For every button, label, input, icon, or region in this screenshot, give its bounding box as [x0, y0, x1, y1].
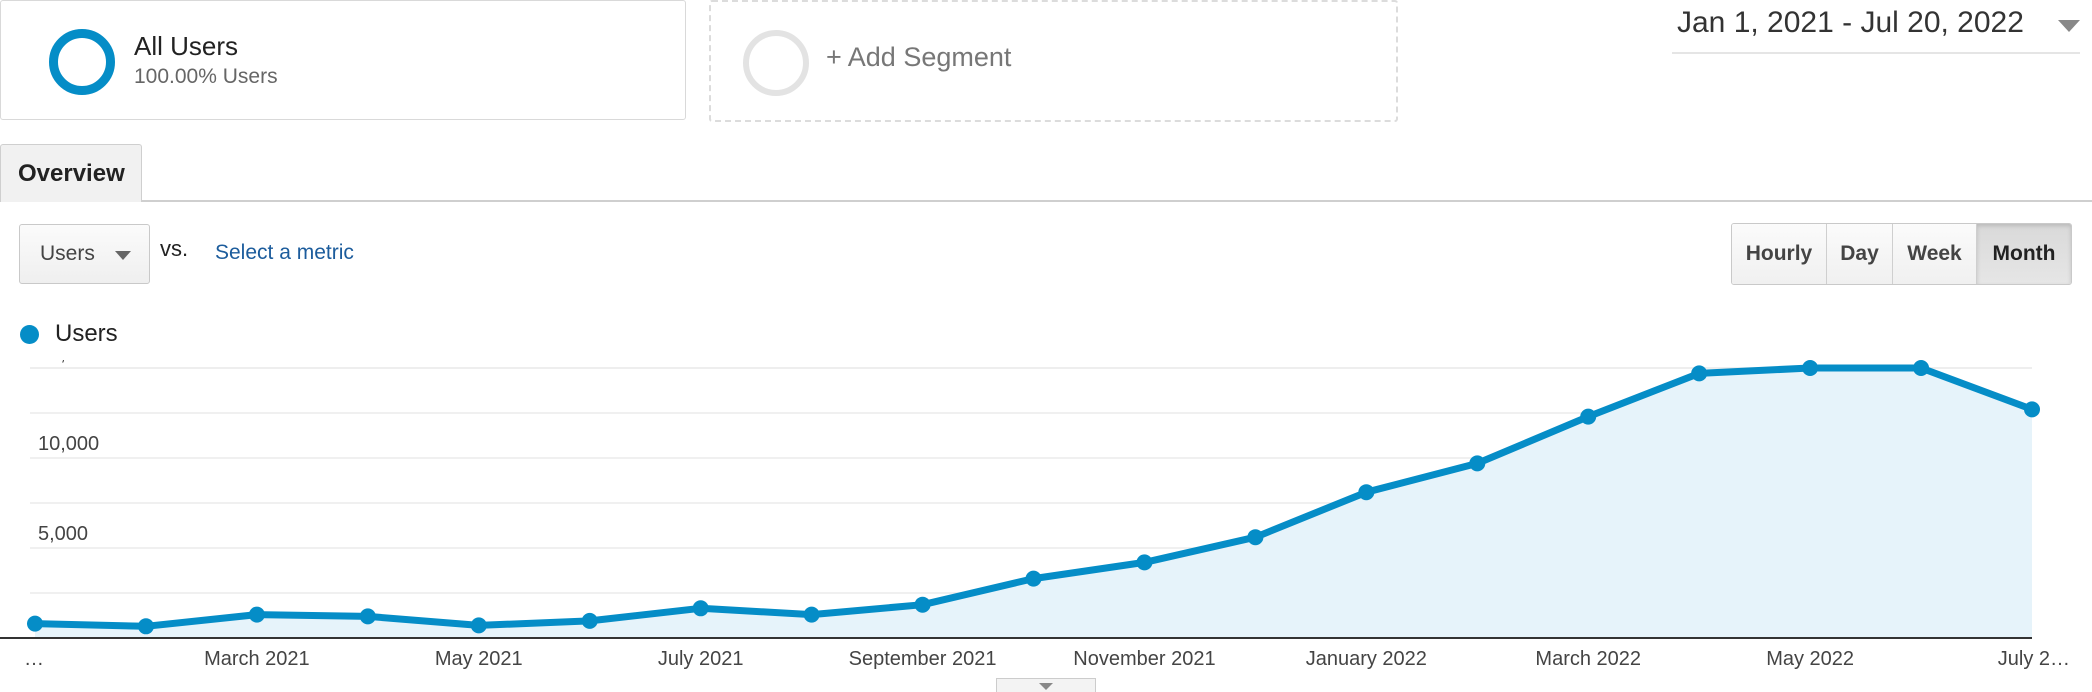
x-tick-label: January 2022 — [1306, 648, 1427, 670]
segment-card-all-users[interactable]: All Users 100.00% Users — [0, 0, 686, 120]
date-range-picker[interactable]: Jan 1, 2021 - Jul 20, 2022 — [1672, 0, 2080, 54]
legend-users-swatch — [20, 325, 39, 344]
caret-down-icon — [115, 251, 131, 260]
tab-overview[interactable]: Overview — [0, 144, 142, 202]
granularity-day-button[interactable]: Day — [1827, 224, 1893, 284]
data-point — [1691, 365, 1708, 382]
granularity-month-button[interactable]: Month — [1977, 224, 2071, 284]
date-range-label: Jan 1, 2021 - Jul 20, 2022 — [1677, 6, 2024, 39]
y-tick-label: 15,000 — [38, 360, 99, 365]
x-tick-label: … — [24, 648, 44, 670]
data-point — [1358, 484, 1375, 501]
granularity-week-button[interactable]: Week — [1893, 224, 1977, 284]
add-segment-button[interactable]: + Add Segment — [709, 0, 1398, 122]
x-tick-label: November 2021 — [1073, 648, 1215, 670]
x-tick-label: March 2021 — [204, 648, 310, 670]
data-point — [1025, 570, 1042, 587]
caret-down-icon — [1039, 683, 1053, 690]
data-point — [470, 617, 487, 634]
data-point — [914, 596, 931, 613]
tab-bar-divider — [0, 200, 2092, 202]
segment-percent: 100.00% Users — [134, 65, 278, 88]
chevron-down-icon — [2058, 20, 2080, 32]
data-point — [581, 612, 598, 629]
granularity-hourly-button[interactable]: Hourly — [1732, 224, 1827, 284]
chart-collapse-handle[interactable] — [996, 678, 1096, 692]
data-point — [1136, 554, 1153, 571]
x-tick-label: September 2021 — [849, 648, 997, 670]
x-tick-label: July 2… — [1998, 648, 2070, 670]
data-point — [1247, 529, 1264, 546]
legend-users-label: Users — [55, 320, 118, 347]
metric-dropdown-label: Users — [40, 242, 95, 265]
tab-overview-label: Overview — [18, 160, 125, 187]
data-point — [1913, 360, 1930, 376]
data-point — [1802, 360, 1819, 376]
data-point — [1469, 455, 1486, 472]
x-tick-label: July 2021 — [658, 648, 744, 670]
x-tick-label: May 2022 — [1766, 648, 1854, 670]
x-tick-label: March 2022 — [1535, 648, 1641, 670]
data-point — [2024, 401, 2040, 418]
segment-ring-icon — [49, 29, 115, 95]
y-tick-label: 10,000 — [38, 433, 99, 455]
users-line-chart: 5,000 10,000 15,000 … March 2021 May 2021 July… — [0, 360, 2070, 670]
y-tick-label: 5,000 — [38, 523, 88, 545]
metric-dropdown[interactable]: Users — [19, 224, 150, 284]
data-point — [248, 606, 265, 623]
data-point — [137, 618, 154, 635]
vs-label: vs. — [160, 236, 189, 261]
data-point — [27, 615, 43, 632]
data-point — [692, 600, 709, 617]
data-point — [803, 606, 820, 623]
series-area-users — [35, 368, 2032, 638]
granularity-toggle: Hourly Day Week Month — [1731, 223, 2072, 285]
data-point — [1580, 408, 1597, 425]
data-point — [359, 608, 376, 625]
empty-segment-ring-icon — [743, 30, 809, 96]
x-tick-label: May 2021 — [435, 648, 523, 670]
segment-name: All Users — [134, 31, 239, 61]
select-metric-link[interactable]: Select a metric — [215, 241, 354, 264]
add-segment-label: + Add Segment — [826, 42, 1012, 72]
